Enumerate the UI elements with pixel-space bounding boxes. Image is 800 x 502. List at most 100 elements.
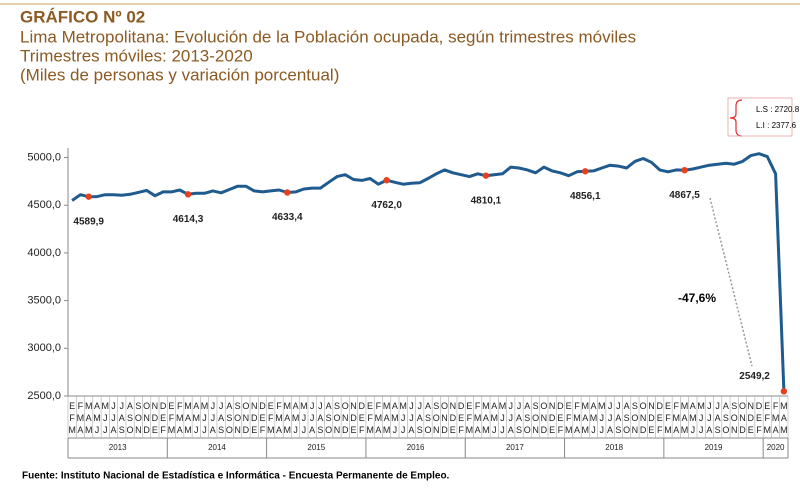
x-tick-label: NDE [249, 401, 259, 437]
data-label: 4867,5 [669, 190, 700, 201]
chart-title: GRÁFICO Nº 02 [20, 7, 145, 26]
data-label: 4762,0 [371, 200, 402, 211]
x-tick-label: JAS [713, 401, 723, 437]
annotation: L.I : 2377.6 [756, 121, 797, 130]
x-tick-label: AMJ [390, 401, 400, 437]
x-tick-label: JJA [208, 401, 218, 437]
x-tick-label: FMA [572, 401, 582, 437]
point-marker [780, 388, 788, 395]
point-marker [681, 166, 688, 174]
x-tick-label: SON [729, 401, 739, 437]
x-tick-label: JAS [117, 401, 127, 437]
arrow [709, 197, 753, 367]
x-tick-label: JAS [315, 401, 325, 437]
x-tick-label: JJA [406, 401, 416, 437]
annotation: -47,6% [678, 291, 716, 305]
x-tick-label: MAM [282, 401, 292, 437]
year-label: 2019 [705, 443, 723, 452]
x-tick-label: EFM [564, 401, 574, 437]
x-tick-label: DEF [655, 401, 665, 437]
point-marker [383, 177, 390, 184]
x-tick-label: ASO [721, 401, 731, 437]
chart-subtitle: (Miles de personas y variación porcentua… [20, 65, 339, 84]
x-tick-label: ASO [324, 401, 334, 437]
x-tick-label: JJA [605, 401, 615, 437]
year-label: 2017 [506, 443, 524, 452]
x-tick-label: EFM [67, 401, 77, 437]
limits-box [727, 97, 793, 137]
annotation: L.S : 2720.8 [756, 105, 800, 114]
x-tick-label: SON [431, 401, 441, 437]
x-tick-label: MAM [84, 401, 94, 437]
y-tick-label: 2500,0 [27, 390, 61, 402]
year-label: 2014 [208, 443, 226, 452]
x-tick-label: OND [241, 401, 251, 437]
x-tick-label: DEF [555, 401, 565, 437]
x-tick-label: SON [332, 401, 342, 437]
x-tick-label: MJJ [696, 401, 706, 437]
x-tick-label: FMA [274, 401, 284, 437]
point-marker [184, 191, 192, 198]
x-tick-label: JAS [613, 401, 623, 437]
x-tick-label: SON [133, 401, 143, 437]
x-tick-label: ASO [125, 401, 135, 437]
y-tick-label: 4500,0 [27, 199, 61, 211]
x-tick-label: EFM [464, 401, 474, 437]
x-tick-label: OND [142, 401, 152, 437]
x-tick-label: MAM [680, 401, 690, 437]
x-tick-label: MAM [580, 401, 590, 437]
x-tick-label: NDE [448, 401, 458, 437]
data-label: 4856,1 [570, 191, 601, 202]
x-tick-label: FMA [473, 401, 483, 437]
x-tick-label: SON [233, 401, 243, 437]
x-tick-label: AMJ [589, 401, 599, 437]
x-tick-label: JJA [506, 401, 516, 437]
x-tick-label: MJJ [200, 401, 210, 437]
x-tick-label: EFM [762, 401, 772, 437]
x-tick-label: MAM [382, 401, 392, 437]
data-label: 4589,9 [73, 216, 104, 227]
x-tick-label: EFM [266, 401, 276, 437]
x-tick-label: MJJ [100, 401, 110, 437]
x-tick-label: MJJ [597, 401, 607, 437]
year-label: 2016 [407, 443, 425, 452]
point-marker [582, 168, 589, 175]
data-label: 4633,4 [272, 212, 303, 223]
brace [729, 99, 743, 137]
x-tick-label: DEF [158, 401, 168, 437]
x-tick-label: MJJ [299, 401, 309, 437]
x-tick-label: JAS [216, 401, 226, 437]
x-tick-label: OND [737, 401, 747, 437]
x-tick-label: DEF [754, 401, 764, 437]
x-tick-label: EFM [663, 401, 673, 437]
x-tick-label: JJA [307, 401, 317, 437]
y-tick-label: 3000,0 [27, 342, 61, 354]
x-tick-label: MJJ [497, 401, 507, 437]
year-label: 2015 [307, 443, 325, 452]
x-tick-label: FMA [671, 401, 681, 437]
x-tick-label: DEF [257, 401, 267, 437]
x-tick-label: AMJ [92, 401, 102, 437]
x-tick-label: JAS [514, 401, 524, 437]
year-label: 2020 [767, 443, 785, 452]
x-tick-label: OND [539, 401, 549, 437]
y-tick-label: 3500,0 [27, 295, 61, 307]
x-tick-label: MAM [779, 401, 789, 437]
x-tick-label: ASO [224, 401, 234, 437]
x-tick-label: FMA [373, 401, 383, 437]
x-tick-label: OND [638, 401, 648, 437]
x-tick-label: AMJ [191, 401, 201, 437]
data-label: 4614,3 [173, 214, 204, 225]
y-tick-label: 5000,0 [27, 151, 61, 163]
x-tick-label: FMA [75, 401, 85, 437]
x-tick-label: AMJ [291, 401, 301, 437]
year-label: 2013 [109, 443, 127, 452]
source: Fuente: Instituto Nacional de Estadístic… [22, 471, 450, 482]
chart-subtitle: Lima Metropolitana: Evolución de la Pobl… [20, 27, 636, 46]
x-tick-label: EFM [166, 401, 176, 437]
x-tick-label: ASO [423, 401, 433, 437]
x-tick-label: NDE [547, 401, 557, 437]
x-tick-label: AMJ [688, 401, 698, 437]
x-tick-label: FMA [771, 401, 781, 437]
